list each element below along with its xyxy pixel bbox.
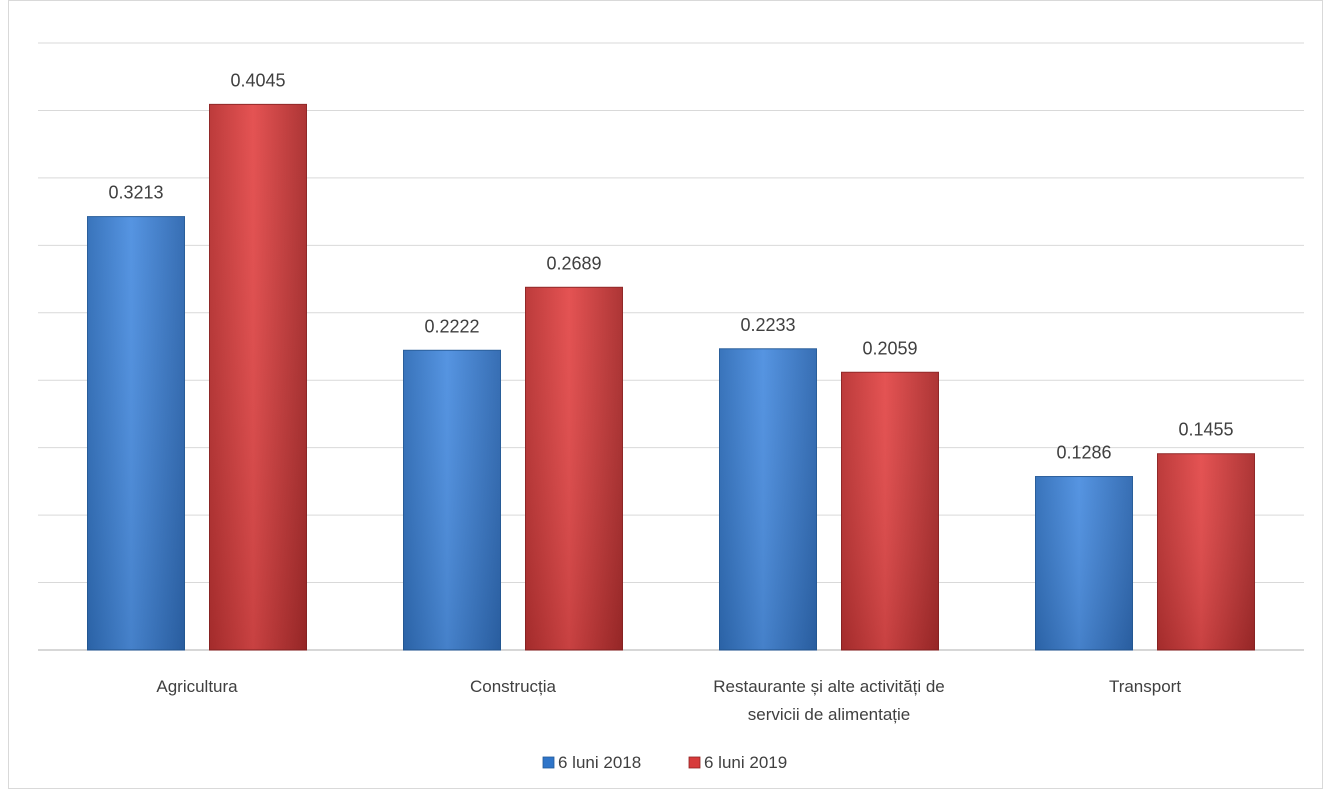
data-labels: 0.3213 0.2222 0.2233 0.1286 0.4045 0.2689 0.20… — [108, 70, 1233, 462]
bar-shading — [403, 350, 501, 650]
bar-shading — [1035, 476, 1133, 650]
legend-swatch — [688, 756, 701, 769]
data-label: 0.1455 — [1178, 420, 1233, 440]
bar-shading — [1157, 453, 1255, 650]
data-label: 0.2689 — [546, 253, 601, 273]
bars — [87, 103, 1255, 651]
bar-shading — [525, 287, 623, 650]
legend-label: 6 luni 2018 — [558, 753, 641, 772]
category-label: Construcția — [470, 677, 557, 696]
category-label: Restaurante și alte activități de — [713, 677, 945, 696]
bar-shading — [87, 216, 185, 651]
bar-shading — [719, 348, 817, 650]
bar-shading — [841, 372, 939, 650]
category-label: Agricultura — [156, 677, 238, 696]
data-label: 0.3213 — [108, 183, 163, 203]
data-label: 0.4045 — [230, 70, 285, 90]
category-label: servicii de alimentație — [748, 705, 911, 724]
legend: 6 luni 2018 6 luni 2019 — [542, 753, 787, 772]
data-label: 0.1286 — [1056, 443, 1111, 463]
bar-shading — [209, 104, 307, 650]
data-label: 0.2059 — [862, 338, 917, 358]
data-label: 0.2233 — [740, 315, 795, 335]
category-axis: Agricultura Construcția Restaurante și alt… — [156, 677, 1181, 724]
data-label: 0.2222 — [424, 316, 479, 336]
category-label: Transport — [1109, 677, 1181, 696]
legend-swatch — [542, 756, 555, 769]
legend-label: 6 luni 2019 — [704, 753, 787, 772]
